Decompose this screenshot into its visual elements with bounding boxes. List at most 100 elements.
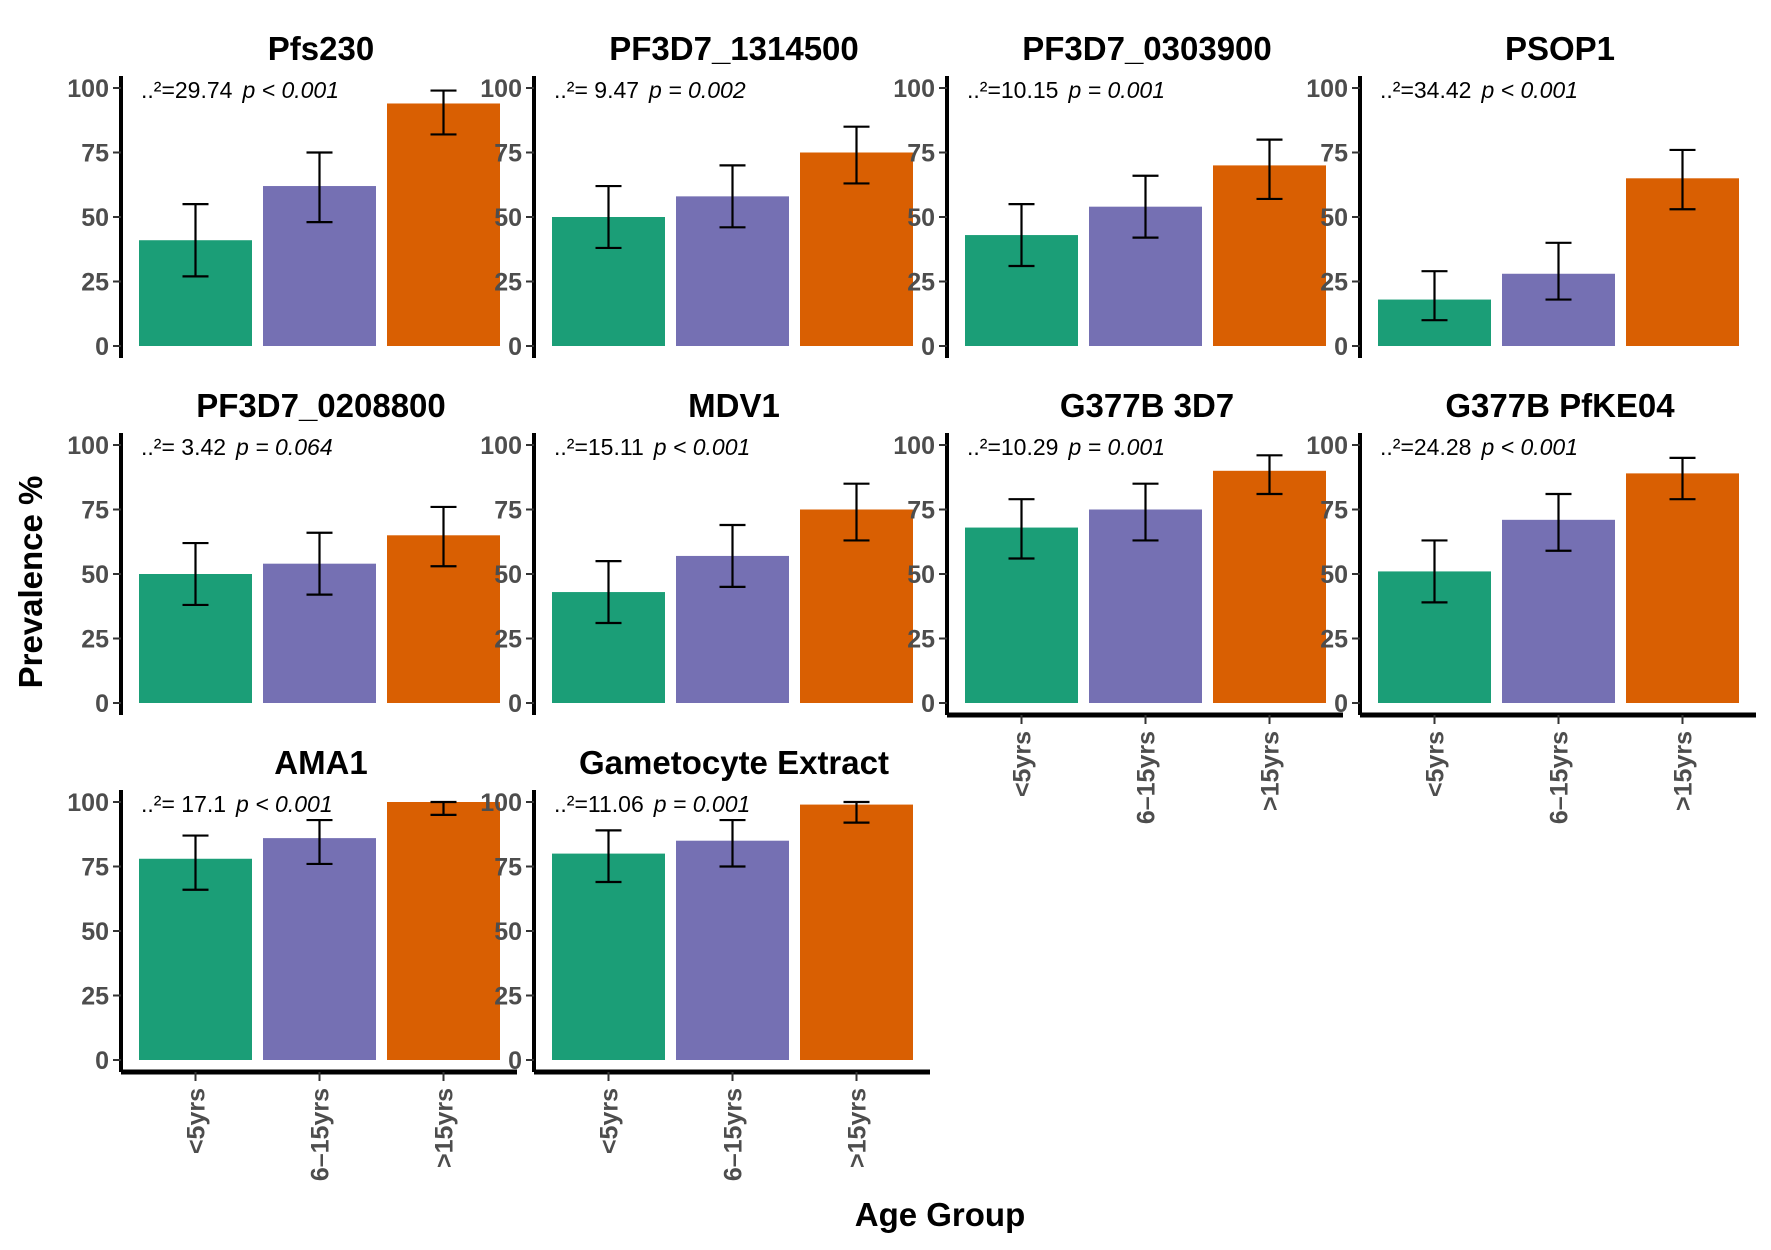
panel-2: PF3D7_1314500 ..²= 9.47 p = 0.002 0 25 50 75 10…	[480, 30, 913, 361]
chi-square-value: =15.11	[574, 434, 643, 460]
y-tick-label: 75	[494, 497, 522, 525]
bar-3	[800, 509, 913, 703]
chi-square-value: =29.74	[161, 77, 232, 103]
panel-title: G377B PfKE04	[1445, 387, 1675, 424]
y-tick-label: 50	[81, 204, 109, 232]
y-tick-label: 0	[1334, 690, 1348, 718]
y-tick-label: 0	[95, 1047, 109, 1075]
y-tick-label: 50	[81, 561, 109, 589]
y-tick-label: 0	[1334, 333, 1348, 361]
panel-title: Pfs230	[268, 30, 374, 67]
panel-title: G377B 3D7	[1060, 387, 1234, 424]
chi-square-symbol: ..²	[141, 791, 162, 817]
bar-2	[263, 838, 376, 1060]
y-tick-label: 50	[494, 204, 522, 232]
panel-stat: ..²= 3.42 p = 0.064	[141, 434, 333, 460]
y-tick-label: 50	[494, 918, 522, 946]
bar-3	[1213, 470, 1326, 703]
panel-10: Gametocyte Extract..²=11.06 p = 0.001 0 25 5…	[480, 744, 930, 1181]
chi-square-symbol: ..²	[967, 434, 988, 460]
chi-square-value: =10.15	[987, 77, 1058, 103]
p-value: p = 0.001	[1067, 434, 1165, 460]
y-tick-label: 0	[508, 690, 522, 718]
chi-square-symbol: ..²	[141, 434, 162, 460]
y-tick-label: 25	[81, 269, 109, 297]
chi-square-value: = 9.47	[574, 77, 639, 103]
panel-title: PF3D7_0208800	[196, 387, 446, 424]
bar-3	[387, 802, 500, 1060]
panel-stat: ..²=24.28 p < 0.001	[1380, 434, 1578, 460]
y-tick-label: 75	[81, 854, 109, 882]
panel-5: PF3D7_0208800 ..²= 3.42 p = 0.064 0 25 50 75 10…	[67, 387, 500, 718]
y-tick-label: 25	[81, 626, 109, 654]
x-tick-label: <5yrs	[1009, 731, 1037, 797]
y-tick-label: 75	[1320, 140, 1348, 168]
panel-4: PSOP1 ..²=34.42 p < 0.001 0 25 50 75 100	[1306, 30, 1739, 361]
x-tick-label: <5yrs	[1422, 731, 1450, 797]
p-value: p < 0.001	[235, 791, 333, 817]
p-value: p < 0.001	[1480, 434, 1578, 460]
y-tick-label: 0	[95, 333, 109, 361]
y-tick-label: 100	[893, 75, 935, 103]
y-tick-label: 25	[494, 626, 522, 654]
x-tick-label: <5yrs	[183, 1088, 211, 1154]
chi-square-value: =11.06	[574, 791, 643, 817]
y-tick-label: 25	[1320, 626, 1348, 654]
chi-square-symbol: ..²	[1380, 77, 1401, 103]
y-tick-label: 50	[1320, 204, 1348, 232]
chi-square-symbol: ..²	[967, 77, 988, 103]
chi-square-symbol: ..²	[141, 77, 162, 103]
y-tick-label: 75	[494, 854, 522, 882]
panels-layer: Pfs230..²=29.74 p < 0.0010255075100PF3D7_…	[67, 30, 1756, 1181]
chi-square-symbol: ..²	[554, 77, 575, 103]
y-tick-label: 25	[1320, 269, 1348, 297]
panel-title: MDV1	[688, 387, 780, 424]
x-tick-label: >15yrs	[1257, 731, 1285, 811]
x-tick-label: 6–15yrs	[1546, 731, 1574, 824]
y-tick-label: 100	[67, 432, 109, 460]
y-tick-label: 100	[480, 75, 522, 103]
chi-square-value: =10.29	[987, 434, 1058, 460]
panel-title: AMA1	[274, 744, 368, 781]
bar-3	[1626, 473, 1739, 703]
bar-3	[387, 103, 500, 346]
panel-stat: ..²=11.06 p = 0.001	[554, 791, 750, 817]
x-tick-label: 6–15yrs	[1133, 731, 1161, 824]
p-value: p = 0.002	[648, 77, 746, 103]
x-axis-title: Age Group	[855, 1196, 1026, 1233]
y-tick-label: 25	[907, 626, 935, 654]
panel-3: PF3D7_0303900 ..²=10.15 p = 0.001 0 25 50 75 10…	[893, 30, 1326, 361]
panel-8: G377B PfKE04 ..²=24.28 p < 0.001 0 25 50 75 100…	[1306, 387, 1756, 824]
y-tick-label: 25	[494, 983, 522, 1011]
y-tick-label: 100	[67, 75, 109, 103]
y-tick-label: 75	[494, 140, 522, 168]
y-tick-label: 50	[1320, 561, 1348, 589]
chi-square-value: =24.28	[1400, 434, 1471, 460]
panel-stat: ..²= 9.47 p = 0.002	[554, 77, 746, 103]
y-tick-label: 0	[508, 333, 522, 361]
y-tick-label: 100	[1306, 432, 1348, 460]
panel-stat: ..²=10.15 p = 0.001	[967, 77, 1165, 103]
y-tick-label: 100	[1306, 75, 1348, 103]
y-tick-label: 0	[95, 690, 109, 718]
y-tick-label: 0	[508, 1047, 522, 1075]
y-tick-label: 25	[907, 269, 935, 297]
panel-stat: ..²=10.29 p = 0.001	[967, 434, 1165, 460]
y-tick-label: 75	[81, 140, 109, 168]
y-tick-label: 100	[480, 789, 522, 817]
y-tick-label: 75	[81, 497, 109, 525]
y-tick-label: 100	[893, 432, 935, 460]
y-tick-label: 50	[907, 204, 935, 232]
x-tick-label: >15yrs	[431, 1088, 459, 1168]
panel-6: MDV1 ..²=15.11 p < 0.001 0 25 50 75 100	[480, 387, 913, 718]
y-tick-label: 75	[907, 140, 935, 168]
chi-square-symbol: ..²	[554, 434, 575, 460]
panel-1: Pfs230 ..²=29.74 p < 0.001 0 25 50 75 100	[67, 30, 500, 361]
p-value: p < 0.001	[241, 77, 339, 103]
x-tick-label: >15yrs	[1670, 731, 1698, 811]
panel-stat: ..²= 17.1 p < 0.001	[141, 791, 333, 817]
p-value: p < 0.001	[653, 434, 751, 460]
x-tick-label: 6–15yrs	[307, 1088, 335, 1181]
panel-7: G377B 3D7 ..²=10.29 p = 0.001 0 25 50 75 100 <5y…	[893, 387, 1343, 824]
